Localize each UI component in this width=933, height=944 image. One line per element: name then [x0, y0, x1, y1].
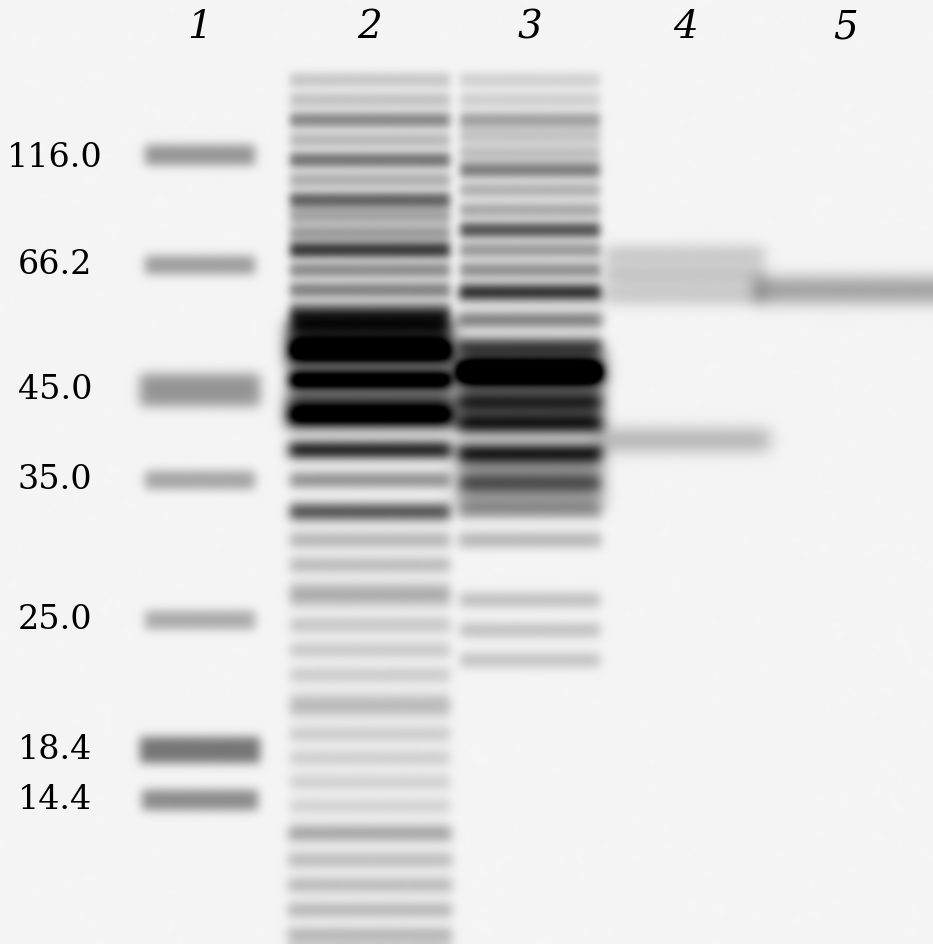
Text: 45.0: 45.0 — [18, 374, 92, 406]
Text: 5: 5 — [832, 9, 857, 46]
Text: 66.2: 66.2 — [18, 249, 92, 281]
Text: 116.0: 116.0 — [7, 142, 103, 174]
Text: 1: 1 — [188, 9, 213, 46]
Text: 25.0: 25.0 — [18, 604, 92, 636]
Text: 2: 2 — [357, 9, 383, 46]
Text: 14.4: 14.4 — [18, 784, 92, 816]
Text: 3: 3 — [518, 9, 542, 46]
Text: 35.0: 35.0 — [18, 464, 92, 496]
Text: 18.4: 18.4 — [18, 734, 92, 766]
Text: 4: 4 — [673, 9, 697, 46]
